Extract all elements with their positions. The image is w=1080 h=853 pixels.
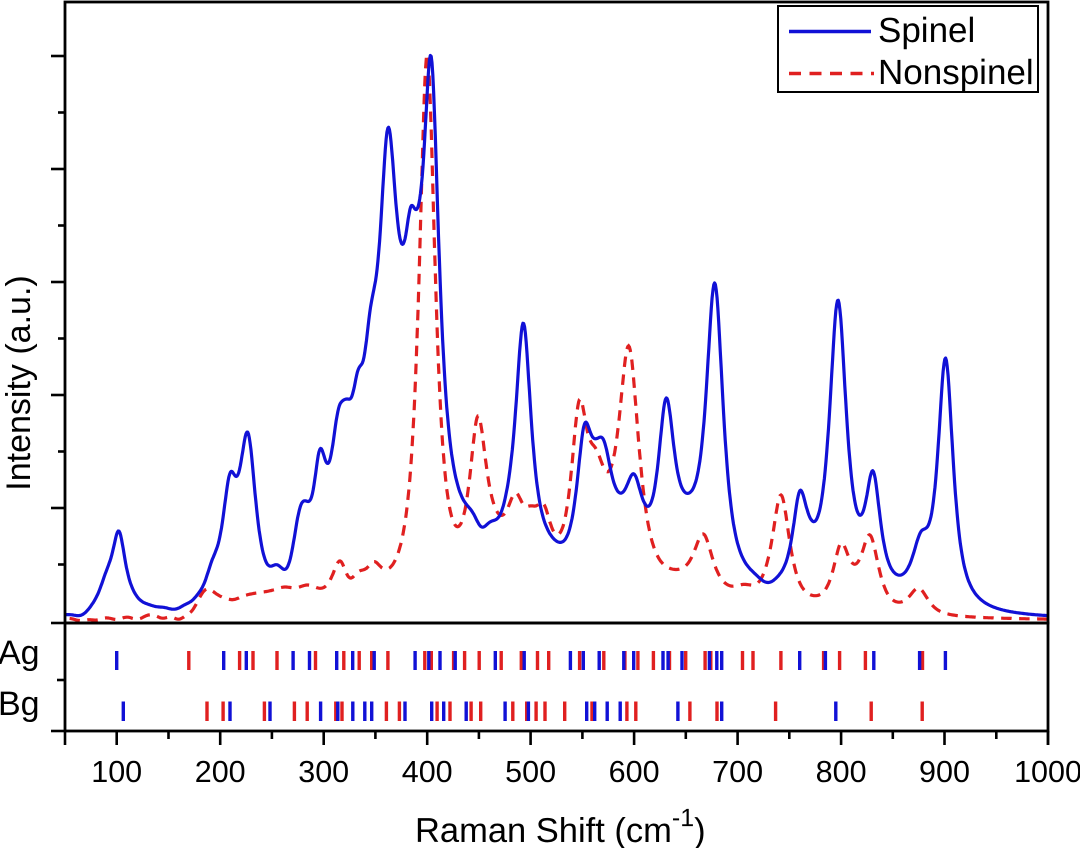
svg-text:Intensity (a.u.): Intensity (a.u.) <box>0 275 38 490</box>
svg-text:900: 900 <box>919 755 970 789</box>
svg-text:400: 400 <box>402 755 453 789</box>
svg-text:800: 800 <box>816 755 867 789</box>
svg-text:100: 100 <box>91 755 142 789</box>
svg-text:Raman Shift (cm-1): Raman Shift (cm-1) <box>415 804 706 848</box>
svg-text:500: 500 <box>505 755 556 789</box>
svg-text:700: 700 <box>712 755 763 789</box>
svg-text:600: 600 <box>609 755 660 789</box>
svg-text:1000: 1000 <box>1014 755 1080 789</box>
svg-text:Nonspinel: Nonspinel <box>878 53 1034 92</box>
svg-text:Ag: Ag <box>0 634 40 672</box>
svg-text:Bg: Bg <box>0 685 40 723</box>
svg-text:200: 200 <box>195 755 246 789</box>
svg-text:Spinel: Spinel <box>878 11 975 50</box>
svg-text:300: 300 <box>298 755 349 789</box>
